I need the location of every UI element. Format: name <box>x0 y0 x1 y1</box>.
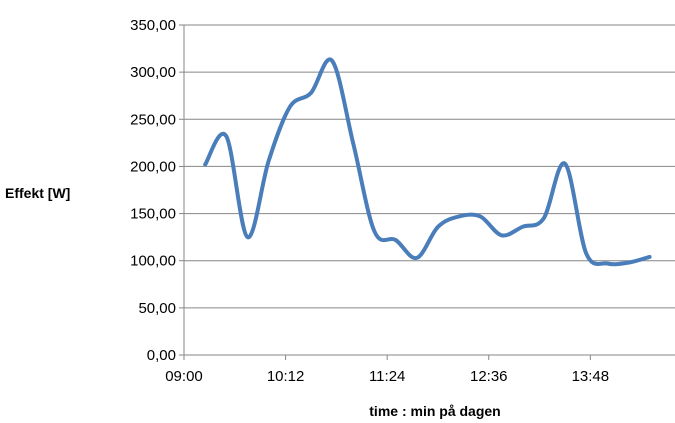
x-tick-label: 10:12 <box>267 368 305 385</box>
y-axis-title: Effekt [W] <box>5 185 70 201</box>
y-tick-label: 0,00 <box>147 347 176 364</box>
y-tick-label: 150,00 <box>130 206 176 223</box>
x-tick-label: 13:48 <box>572 368 610 385</box>
y-tick-label: 300,00 <box>130 64 176 81</box>
y-tick-label: 250,00 <box>130 111 176 128</box>
y-tick-label: 200,00 <box>130 158 176 175</box>
x-axis-title: time : min på dagen <box>369 403 500 419</box>
x-axis-ticks: 09:00 10:12 11:24 12:36 13:48 <box>165 355 609 385</box>
x-tick-label: 09:00 <box>165 368 203 385</box>
y-tick-label: 350,00 <box>130 17 176 34</box>
series-line <box>203 57 652 267</box>
y-axis-ticks: 0,00 50,00 100,00 150,00 200,00 250,00 300,00 3… <box>130 17 184 364</box>
y-tick-label: 100,00 <box>130 253 176 270</box>
series-group <box>203 57 652 267</box>
x-tick-label: 11:24 <box>369 368 405 385</box>
y-tick-label: 50,00 <box>138 300 176 317</box>
x-tick-label: 12:36 <box>470 368 508 385</box>
